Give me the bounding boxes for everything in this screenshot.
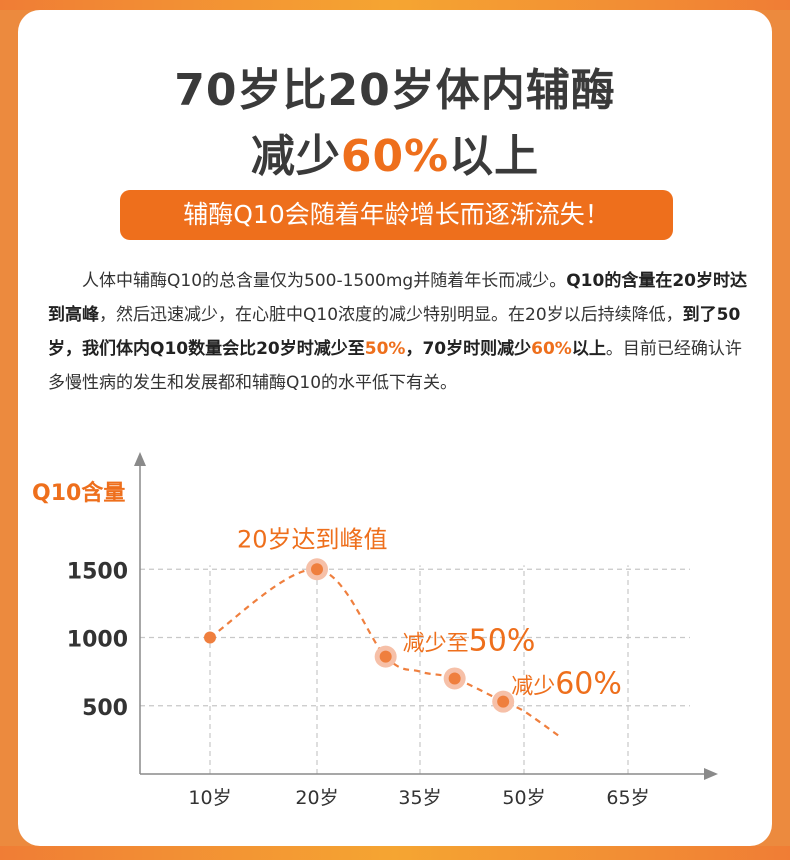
x-tick-label: 20岁 — [295, 787, 338, 809]
subtitle-banner: 辅酶Q10会随着年龄增长而逐渐流失！ — [120, 190, 673, 240]
intro-paragraph: 人体中辅酶Q10的总含量仅为500-1500mg并随着年长而减少。Q10的含量在… — [48, 264, 748, 400]
data-point — [311, 563, 323, 576]
annotation-text: 减少 — [511, 675, 555, 700]
data-point — [204, 631, 216, 644]
x-tick-label: 35岁 — [398, 787, 441, 809]
headline-line-2: 减少60%以上 — [0, 120, 790, 184]
para-s9: 。目前已经确认许多慢性病的发生和发展都和辅酶Q10的水平低下有关。 — [48, 339, 742, 393]
x-tick-label: 50岁 — [502, 787, 545, 809]
content-card — [18, 10, 772, 846]
para-s4: 到了50岁，我们体内Q10数量会比20岁时减少至 — [48, 305, 741, 359]
annotation-number: 50% — [469, 623, 536, 658]
para-s6: ，70岁时则减少 — [405, 339, 532, 359]
data-point — [448, 672, 461, 685]
annotation: 减少60% — [511, 667, 622, 702]
data-point — [379, 650, 392, 663]
annotation: 20岁达到峰值 — [237, 525, 388, 553]
para-s2: Q10的含量在20岁时达到高峰 — [48, 271, 747, 325]
x-axis-arrow-icon — [704, 768, 718, 780]
frame-bottom-bar — [0, 846, 790, 860]
headline-line-1: 70岁比20岁体内辅酶 — [174, 65, 616, 116]
annotation-text: 20岁达到峰值 — [237, 525, 388, 553]
headline-highlight: 60% — [340, 131, 450, 182]
x-tick-label: 10岁 — [188, 787, 231, 809]
y-axis-label: Q10含量 — [32, 480, 125, 506]
para-s8: 以上 — [571, 339, 606, 359]
annotation-number: 60% — [555, 667, 622, 702]
para-s3: ，然后迅速减少，在心脏中Q10浓度的减少特别明显。在20岁以后持续降低， — [99, 305, 683, 325]
frame-top-bar — [0, 0, 790, 10]
y-axis-arrow-icon — [134, 452, 146, 466]
para-s7: 60% — [531, 339, 572, 359]
series-line — [209, 568, 560, 737]
y-tick-label: 1000 — [67, 628, 128, 653]
headline-post: 以上 — [449, 131, 540, 182]
headline-pre: 减少 — [250, 131, 341, 182]
y-tick-label: 500 — [82, 696, 128, 721]
para-s1: 人体中辅酶Q10的总含量仅为500-1500mg并随着年长而减少。 — [48, 271, 567, 291]
annotation-text: 减少至 — [403, 631, 469, 656]
para-s5: 50% — [364, 339, 406, 359]
data-point — [497, 695, 510, 708]
y-tick-label: 1500 — [67, 559, 128, 584]
x-tick-label: 65岁 — [606, 787, 649, 809]
annotation: 减少至50% — [403, 623, 536, 658]
